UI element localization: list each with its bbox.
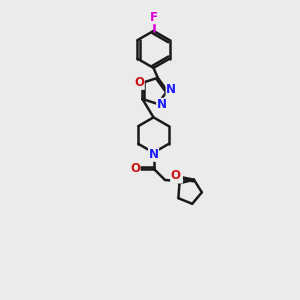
Text: N: N (148, 148, 158, 161)
Text: N: N (157, 98, 167, 111)
Text: O: O (171, 169, 181, 182)
Text: F: F (149, 11, 158, 24)
Text: O: O (130, 162, 140, 175)
Text: N: N (172, 170, 182, 183)
Text: O: O (134, 76, 144, 89)
Text: N: N (166, 83, 176, 96)
